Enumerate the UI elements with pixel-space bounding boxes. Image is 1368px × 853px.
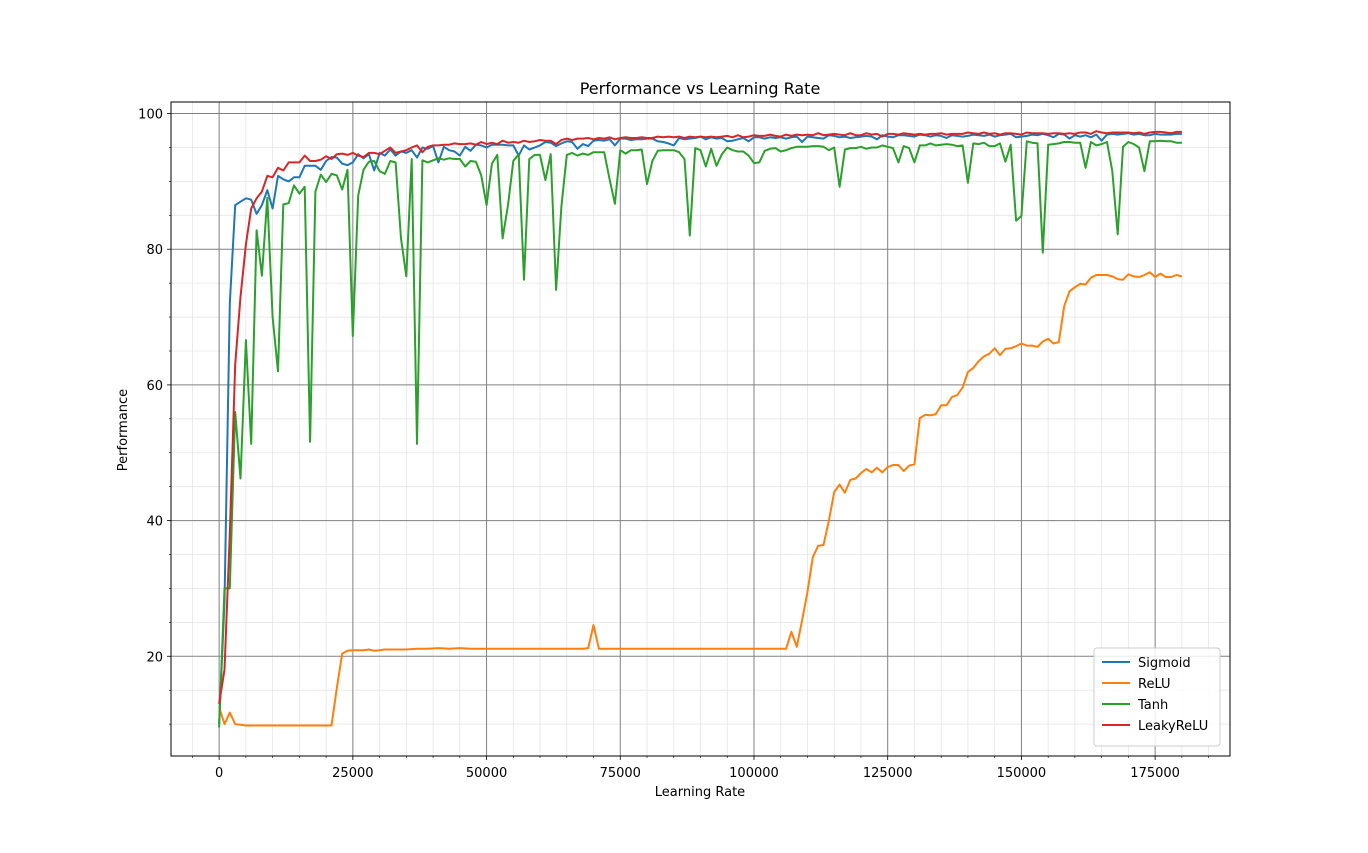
y-axis-label: Performance xyxy=(116,389,131,471)
x-tick-label: 125000 xyxy=(863,766,913,781)
x-tick-label: 0 xyxy=(215,766,223,781)
x-tick-label: 25000 xyxy=(332,766,373,781)
y-tick-label: 60 xyxy=(146,379,163,394)
series-line-leakyrelu xyxy=(218,130,1182,704)
y-tick-label: 100 xyxy=(138,108,163,123)
series-layer xyxy=(218,130,1183,728)
series-line-tanh xyxy=(218,139,1182,728)
x-tick-label: 50000 xyxy=(466,766,507,781)
grid-layer xyxy=(171,102,1230,756)
x-tick-label: 150000 xyxy=(997,766,1047,781)
legend: Sigmoid ReLU Tanh LeakyReLU xyxy=(1093,647,1221,747)
series-line-relu xyxy=(218,271,1183,727)
y-tick-label: 20 xyxy=(146,650,163,665)
ticks-layer: 0 25000 50000 75000 100000 125000 150000 175000… xyxy=(138,108,1209,781)
x-tick-label: 100000 xyxy=(729,766,779,781)
x-tick-label: 175000 xyxy=(1130,766,1180,781)
y-tick-label: 40 xyxy=(146,515,163,530)
legend-box xyxy=(1093,647,1221,747)
legend-label-tanh: Tanh xyxy=(1137,698,1168,713)
legend-label-sigmoid: Sigmoid xyxy=(1138,656,1191,671)
chart-title: Performance vs Learning Rate xyxy=(580,79,821,98)
x-axis-label: Learning Rate xyxy=(655,785,745,800)
x-tick-label: 75000 xyxy=(600,766,641,781)
legend-label-leakyrelu: LeakyReLU xyxy=(1138,719,1208,734)
legend-label-relu: ReLU xyxy=(1138,677,1171,692)
y-tick-label: 80 xyxy=(146,243,163,258)
